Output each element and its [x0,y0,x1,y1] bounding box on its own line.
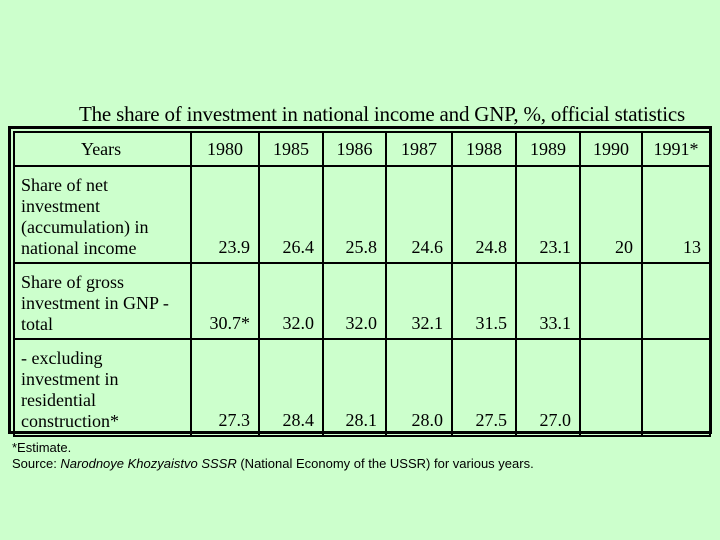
source-suffix: (National Economy of the USSR) for vario… [236,456,534,471]
investment-table-frame: Years 1980 1985 1986 1987 1988 1989 1990… [8,126,712,437]
header-year: 1986 [322,131,387,167]
footnote-estimate: *Estimate. [12,440,72,455]
table-cell: 20 [579,165,643,264]
table-cell: 32.0 [258,262,324,340]
table-cell: 31.5 [451,262,517,340]
page-title: The share of investment in national inco… [79,102,685,126]
table-cell: 27.3 [190,338,260,437]
table-cell: 23.1 [515,165,581,264]
table-cell: 28.1 [322,338,387,437]
source-prefix: Source: [12,456,61,471]
table-cell: 30.7* [190,262,260,340]
table-cell: 27.0 [515,338,581,437]
table-cell: 32.1 [385,262,453,340]
header-year: 1989 [515,131,581,167]
table-cell: 33.1 [515,262,581,340]
table-cell: 25.8 [322,165,387,264]
header-year: 1988 [451,131,517,167]
investment-table: Years 1980 1985 1986 1987 1988 1989 1990… [13,131,711,437]
header-year: 1987 [385,131,453,167]
header-year: 1980 [190,131,260,167]
table-row-excluding-residential: - excluding investment in residential co… [13,338,711,437]
table-cell: 24.8 [451,165,517,264]
table-cell: 32.0 [322,262,387,340]
table-cell: 28.0 [385,338,453,437]
table-row-net-investment: Share of net investment (accumulation) i… [13,165,711,264]
header-year: 1985 [258,131,324,167]
table-cell [641,338,711,437]
source-title: Narodnoye Khozyaistvo SSSR [60,456,237,471]
header-year: 1991* [641,131,711,167]
table-cell [579,262,643,340]
table-cell [579,338,643,437]
source-note: Source: Narodnoye Khozyaistvo SSSR (Nati… [12,456,534,472]
table-cell: 27.5 [451,338,517,437]
table-header-row: Years 1980 1985 1986 1987 1988 1989 1990… [13,131,711,167]
header-years-label: Years [13,131,192,167]
row-label: - excluding investment in residential co… [13,338,192,437]
row-label: Share of gross investment in GNP - total [13,262,192,340]
table-cell: 28.4 [258,338,324,437]
table-cell: 26.4 [258,165,324,264]
header-year: 1990 [579,131,643,167]
table-row-gross-investment: Share of gross investment in GNP - total… [13,262,711,340]
table-cell: 23.9 [190,165,260,264]
row-label: Share of net investment (accumulation) i… [13,165,192,264]
table-cell: 24.6 [385,165,453,264]
table-cell [641,262,711,340]
table-cell: 13 [641,165,711,264]
